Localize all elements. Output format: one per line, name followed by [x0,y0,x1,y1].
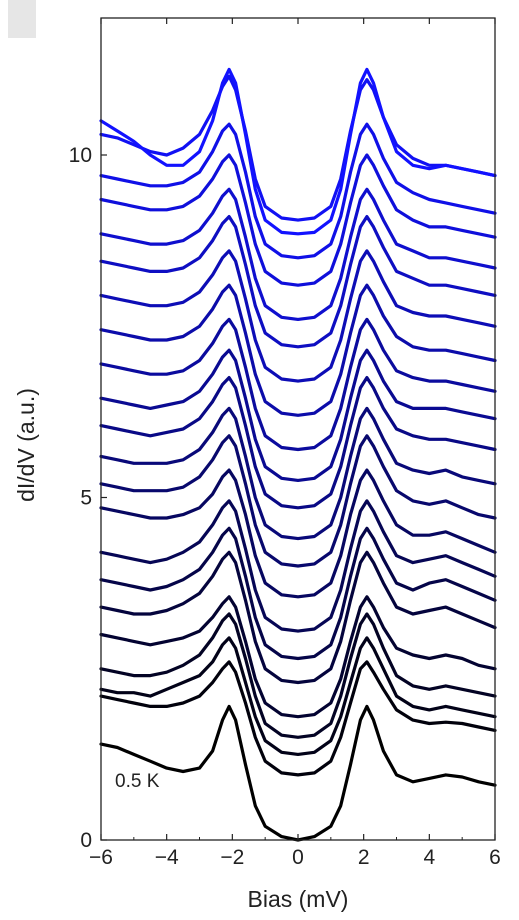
spectrum-line-22 [99,67,497,236]
spectrum-line-17 [99,215,497,349]
spectrum-line-10 [99,434,497,568]
plot-area [99,67,497,842]
spectrum-line-7 [99,526,497,661]
spectrum-line-5 [99,595,497,719]
spectrum-line-18 [99,187,497,321]
spectrum-line-14 [99,317,497,452]
x-tick-label: −4 [155,846,179,869]
spectrum-line-20 [99,122,497,260]
x-axis-title: Bias (mV) [248,886,349,912]
y-tick-label: 0 [80,829,92,852]
spectrum-line-1 [99,704,497,842]
spectrum-line-12 [99,376,497,510]
x-tick-label: −2 [220,846,244,869]
y-axis-title: dI/dV (a.u.) [13,388,39,502]
x-tick-label: −6 [89,846,113,869]
spectrum-line-8 [99,499,497,633]
spectrum-line-21 [99,74,497,222]
spectrum-line-2 [99,660,497,777]
spectrum-line-9 [99,468,497,599]
temperature-annotation: 0.5 K [115,771,160,792]
x-tick-label: 6 [489,846,501,869]
spectrum-line-11 [99,406,497,541]
spectrum-line-3 [99,636,497,756]
spectrum-line-13 [99,348,497,482]
spectrum-line-6 [99,550,497,685]
spectrum-line-4 [99,612,497,739]
x-tick-label: 2 [358,846,370,869]
corner-marker [8,0,36,38]
spectrum-line-19 [99,153,497,287]
y-tick-label: 10 [69,144,92,167]
x-tick-label: 4 [423,846,435,869]
axes: −6 −4 −2 0 2 4 6 0 5 10 [69,17,501,869]
spectrum-line-15 [99,283,497,417]
x-tick-label: 0 [292,846,304,869]
spectrum-line-16 [99,249,497,383]
y-tick-label: 5 [80,487,92,510]
